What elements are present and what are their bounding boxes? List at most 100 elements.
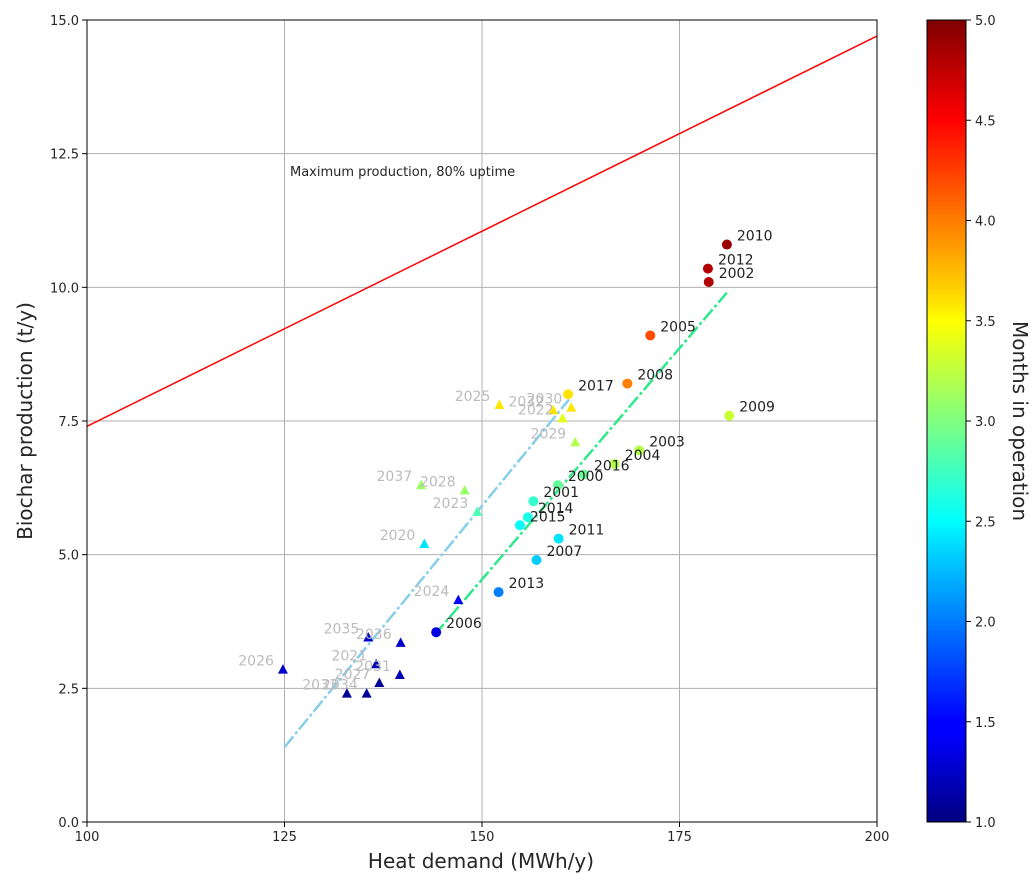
observed-point-label: 2012 bbox=[718, 253, 754, 269]
projected-point-label: 2027 bbox=[335, 667, 371, 683]
colorbar-tick-label: 4.5 bbox=[975, 114, 996, 129]
projected-point bbox=[472, 506, 483, 516]
observed-point bbox=[522, 512, 533, 523]
y-tick-label: 15.0 bbox=[50, 14, 79, 29]
projected-point bbox=[459, 485, 470, 495]
x-tick-label: 200 bbox=[865, 830, 890, 845]
observed-point-label: 2001 bbox=[543, 485, 579, 501]
colorbar-tick-label: 1.5 bbox=[975, 716, 996, 731]
max-production-line bbox=[87, 35, 877, 428]
observed-point-label: 2008 bbox=[637, 368, 673, 384]
projected-point-label: 2025 bbox=[455, 389, 491, 405]
y-tick-label: 12.5 bbox=[50, 148, 79, 163]
observed-point-label: 2015 bbox=[530, 509, 566, 525]
projected-point-label: 2024 bbox=[414, 584, 450, 600]
observed-point bbox=[634, 445, 645, 456]
observed-point bbox=[702, 263, 713, 274]
colorbar-tick-label: 5.0 bbox=[975, 14, 996, 29]
observed-point bbox=[703, 276, 714, 287]
observed-point bbox=[531, 555, 542, 566]
observed-point-label: 2010 bbox=[737, 229, 773, 245]
y-axis-label: Biochar production (t/y) bbox=[13, 302, 37, 540]
projected-point-label: 2033 bbox=[302, 678, 338, 694]
projected-point bbox=[557, 412, 568, 423]
colorbar-tick-label: 1.0 bbox=[975, 816, 996, 831]
x-tick-label: 125 bbox=[272, 830, 297, 845]
projected-point-label: 2031 bbox=[355, 659, 391, 675]
x-axis-label: Heat demand (MWh/y) bbox=[368, 849, 594, 873]
observed-point-label: 2006 bbox=[446, 616, 482, 632]
projected-point-label: 2036 bbox=[356, 627, 392, 643]
projected-point-label: 2020 bbox=[380, 528, 416, 544]
projected-point bbox=[395, 637, 406, 647]
projected-point-label: 2026 bbox=[238, 654, 274, 670]
projected-point-label: 2029 bbox=[531, 426, 567, 442]
colorbar-tick-label: 2.5 bbox=[975, 515, 996, 530]
observed-point bbox=[609, 458, 620, 469]
projected-point-label: 2023 bbox=[433, 496, 469, 512]
projected-point bbox=[419, 538, 430, 548]
observed-point bbox=[528, 496, 539, 507]
colorbar: 1.0 1.5 2.0 2.5 3.0 3.5 4.0 4.5 5.0 Months in op… bbox=[926, 14, 1032, 831]
projected-point-label: 2034 bbox=[322, 678, 358, 694]
y-ticks: 0.0 2.5 5.0 7.5 10.0 12.5 15.0 bbox=[50, 14, 87, 831]
observed-point-label: 2016 bbox=[594, 458, 630, 474]
projected-point bbox=[371, 658, 382, 669]
observed-point-label: 2013 bbox=[509, 576, 545, 592]
trend-line bbox=[433, 291, 728, 636]
projected-point-label: 2028 bbox=[420, 475, 456, 491]
projected-point bbox=[363, 632, 374, 642]
observed-point bbox=[578, 469, 589, 480]
projected-point bbox=[374, 677, 385, 687]
observed-point bbox=[724, 410, 735, 421]
projected-point bbox=[570, 436, 581, 447]
x-tick-label: 175 bbox=[667, 830, 692, 845]
observed-point-label: 2009 bbox=[739, 400, 775, 416]
projected-point bbox=[277, 664, 288, 674]
plot-lines bbox=[87, 35, 877, 748]
projected-point-label: 2035 bbox=[324, 622, 360, 638]
observed-point-label: 2000 bbox=[568, 469, 604, 485]
observed-point bbox=[552, 480, 563, 491]
y-tick-label: 10.0 bbox=[50, 281, 79, 296]
projected-point-label: 2022 bbox=[518, 402, 554, 418]
projected-point bbox=[341, 688, 352, 698]
projected-point bbox=[453, 594, 464, 605]
observed-point-label: 2014 bbox=[538, 501, 574, 517]
projected-point bbox=[361, 688, 372, 698]
observed-point bbox=[622, 378, 633, 389]
observed-point-label: 2011 bbox=[569, 523, 605, 539]
colorbar-tick-label: 3.5 bbox=[975, 315, 996, 330]
observed-point bbox=[431, 627, 442, 638]
observed-point-label: 2017 bbox=[578, 378, 614, 394]
observed-point bbox=[553, 533, 564, 544]
observed-point bbox=[493, 587, 504, 598]
x-tick-label: 150 bbox=[470, 830, 495, 845]
observed-point-label: 2002 bbox=[719, 266, 755, 282]
colorbar-tick-label: 3.0 bbox=[975, 415, 996, 430]
x-tick-label: 100 bbox=[75, 830, 100, 845]
colorbar-tick-label: 4.0 bbox=[975, 215, 996, 230]
annotation-max-production: Maximum production, 80% uptime bbox=[290, 165, 515, 180]
y-tick-label: 2.5 bbox=[58, 682, 79, 697]
projected-point bbox=[548, 404, 559, 415]
colorbar-ticks: 1.0 1.5 2.0 2.5 3.0 3.5 4.0 4.5 5.0 bbox=[966, 14, 996, 831]
projected-point-label: 2032 bbox=[508, 394, 544, 410]
projected-point-label: 2030 bbox=[527, 392, 563, 408]
observed-point-label: 2004 bbox=[625, 448, 661, 464]
data-points bbox=[277, 239, 735, 698]
projected-point-label: 2037 bbox=[377, 469, 413, 485]
observed-point bbox=[645, 330, 656, 341]
projected-point bbox=[416, 479, 427, 490]
projected-point bbox=[394, 669, 405, 679]
observed-point bbox=[721, 239, 732, 250]
colorbar-label: Months in operation bbox=[1008, 321, 1032, 521]
projected-point bbox=[494, 399, 505, 409]
observed-point-label: 2005 bbox=[660, 319, 696, 335]
y-tick-label: 0.0 bbox=[58, 816, 79, 831]
projected-point bbox=[566, 402, 577, 412]
y-tick-label: 5.0 bbox=[58, 549, 79, 564]
x-ticks: 100 125 150 175 200 bbox=[75, 822, 890, 845]
observed-point bbox=[514, 520, 525, 531]
